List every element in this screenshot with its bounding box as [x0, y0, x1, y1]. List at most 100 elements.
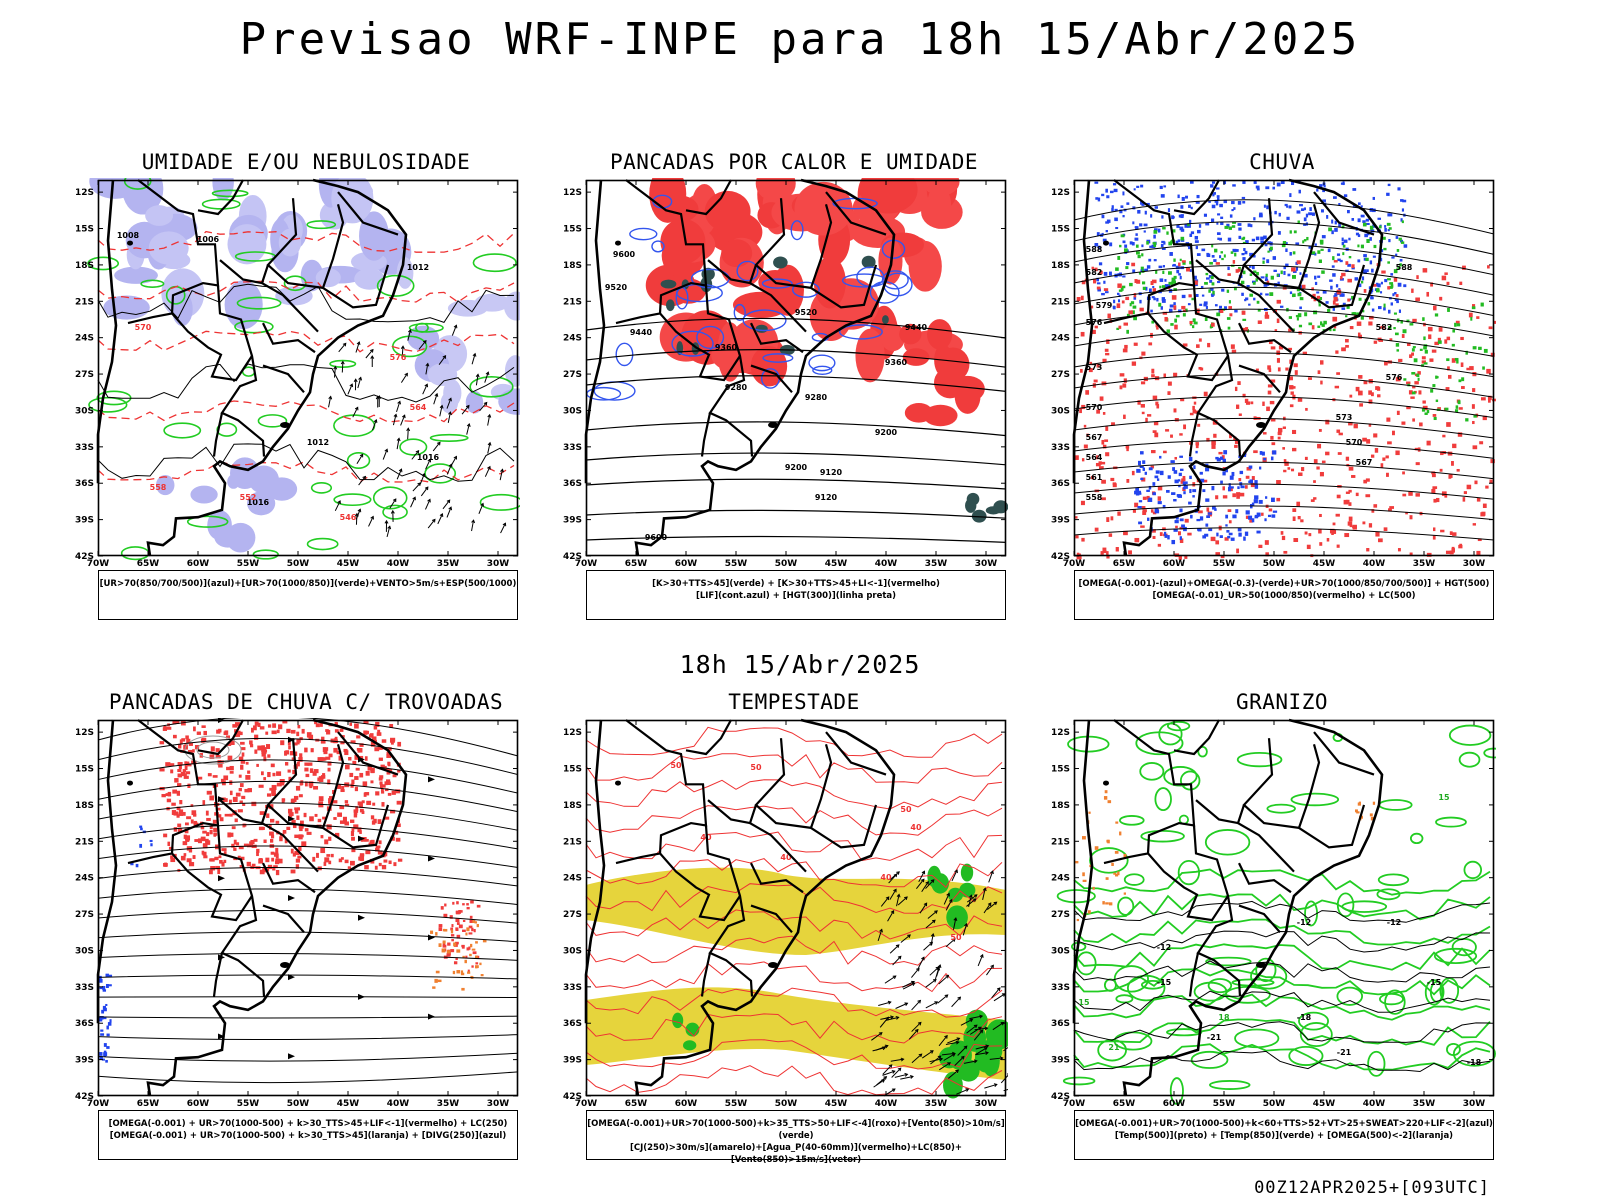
- field-speck: [1188, 501, 1192, 505]
- wind-vector: [418, 340, 427, 350]
- field-speck: [209, 829, 213, 835]
- field-speck: [322, 773, 326, 777]
- field-speck: [349, 722, 353, 726]
- field-speck: [1228, 226, 1232, 230]
- field-speck: [1263, 457, 1267, 461]
- field-speck: [1097, 288, 1101, 292]
- field-speck: [1106, 219, 1111, 223]
- field-speck: [227, 832, 231, 838]
- contour-label: 570: [135, 323, 152, 332]
- state-border: [1242, 738, 1321, 830]
- lif-contour: [762, 353, 794, 363]
- field-speck: [1410, 396, 1415, 399]
- field-speck: [1306, 544, 1311, 550]
- state-border: [1238, 322, 1292, 354]
- field-speck: [1136, 468, 1141, 473]
- field-speck: [159, 768, 165, 772]
- temp850-contour: [1452, 1040, 1496, 1067]
- field-speck: [1189, 412, 1194, 416]
- field-speck: [177, 762, 183, 766]
- field-speck: [1445, 550, 1451, 554]
- field-speck: [177, 823, 182, 828]
- field-speck: [1248, 515, 1253, 520]
- field-speck: [320, 740, 326, 744]
- field-speck: [267, 772, 271, 778]
- field-speck: [1232, 184, 1236, 187]
- field-speck: [449, 915, 453, 919]
- lon-tick-label: 45W: [337, 559, 360, 569]
- field-speck: [1368, 321, 1373, 326]
- field-speck: [326, 729, 331, 735]
- wind-vector: [396, 401, 401, 413]
- field-speck: [1110, 516, 1114, 521]
- lon-tick-label: 35W: [1413, 1099, 1436, 1109]
- contour-label: 588: [1086, 245, 1103, 254]
- field-speck: [1223, 180, 1227, 185]
- panel-title: PANCADAS POR CALOR E UMIDADE: [609, 150, 978, 174]
- field-speck: [1493, 320, 1496, 324]
- field-speck: [1384, 361, 1388, 366]
- field-speck: [1249, 273, 1253, 277]
- field-speck: [1310, 499, 1315, 502]
- wind-vector: [437, 513, 443, 525]
- field-speck: [1452, 443, 1457, 449]
- field-speck: [1126, 329, 1130, 334]
- field-speck: [297, 739, 301, 743]
- field-speck: [1276, 497, 1281, 502]
- wind-vector: [338, 343, 347, 353]
- wind-vector: [419, 473, 425, 485]
- wind-vector: [885, 1016, 899, 1021]
- field-speck: [227, 742, 232, 746]
- field-speck: [1377, 217, 1382, 220]
- field-speck: [1203, 213, 1207, 217]
- field-speck: [1219, 308, 1224, 313]
- field-speck: [350, 819, 355, 823]
- field-speck: [1173, 302, 1176, 306]
- field-speck: [1266, 406, 1270, 412]
- field-speck: [1351, 264, 1355, 269]
- field-speck: [1472, 523, 1477, 526]
- field-speck: [1174, 418, 1179, 422]
- field-speck: [1209, 279, 1213, 283]
- field-speck: [1402, 471, 1405, 475]
- field-speck: [1219, 203, 1223, 208]
- wind-vector: [975, 1045, 989, 1050]
- field-speck: [1303, 207, 1307, 211]
- field-speck: [1290, 468, 1295, 472]
- height-contour: [585, 478, 1007, 490]
- field-speck: [1169, 252, 1173, 256]
- temp850-contour: [1288, 1045, 1324, 1066]
- panel-title: GRANIZO: [1235, 690, 1328, 714]
- field-speck: [218, 855, 222, 859]
- field-speck: [451, 939, 454, 942]
- field-speck: [1152, 535, 1156, 539]
- field-speck: [276, 729, 280, 734]
- lon-tick-label: 70W: [1063, 559, 1086, 569]
- field-speck: [1247, 223, 1251, 227]
- field-speck: [1106, 551, 1109, 556]
- lif-contour: [812, 365, 833, 375]
- height-contour: [1073, 286, 1495, 317]
- field-speck: [100, 1029, 104, 1032]
- wind-vector: [900, 934, 911, 943]
- lon-tick-label: 55W: [237, 559, 260, 569]
- field-speck: [1332, 300, 1336, 305]
- field-speck: [1080, 331, 1085, 337]
- field-speck: [1277, 427, 1283, 433]
- field-speck: [1100, 461, 1106, 465]
- lat-tick-label: 12S: [563, 728, 582, 738]
- field-speck: [1271, 514, 1276, 518]
- field-speck: [1357, 332, 1361, 338]
- field-speck: [108, 974, 113, 977]
- field-speck: [1395, 294, 1399, 298]
- field-speck: [350, 860, 355, 866]
- field-speck: [1409, 354, 1413, 358]
- field-speck: [1079, 408, 1082, 414]
- field-speck: [1181, 305, 1186, 310]
- streamline: [97, 1071, 519, 1084]
- field-speck: [334, 721, 338, 726]
- field-speck: [1215, 552, 1221, 557]
- wind-vector: [368, 516, 374, 527]
- field-speck: [1245, 327, 1249, 332]
- wind-vector: [982, 888, 986, 901]
